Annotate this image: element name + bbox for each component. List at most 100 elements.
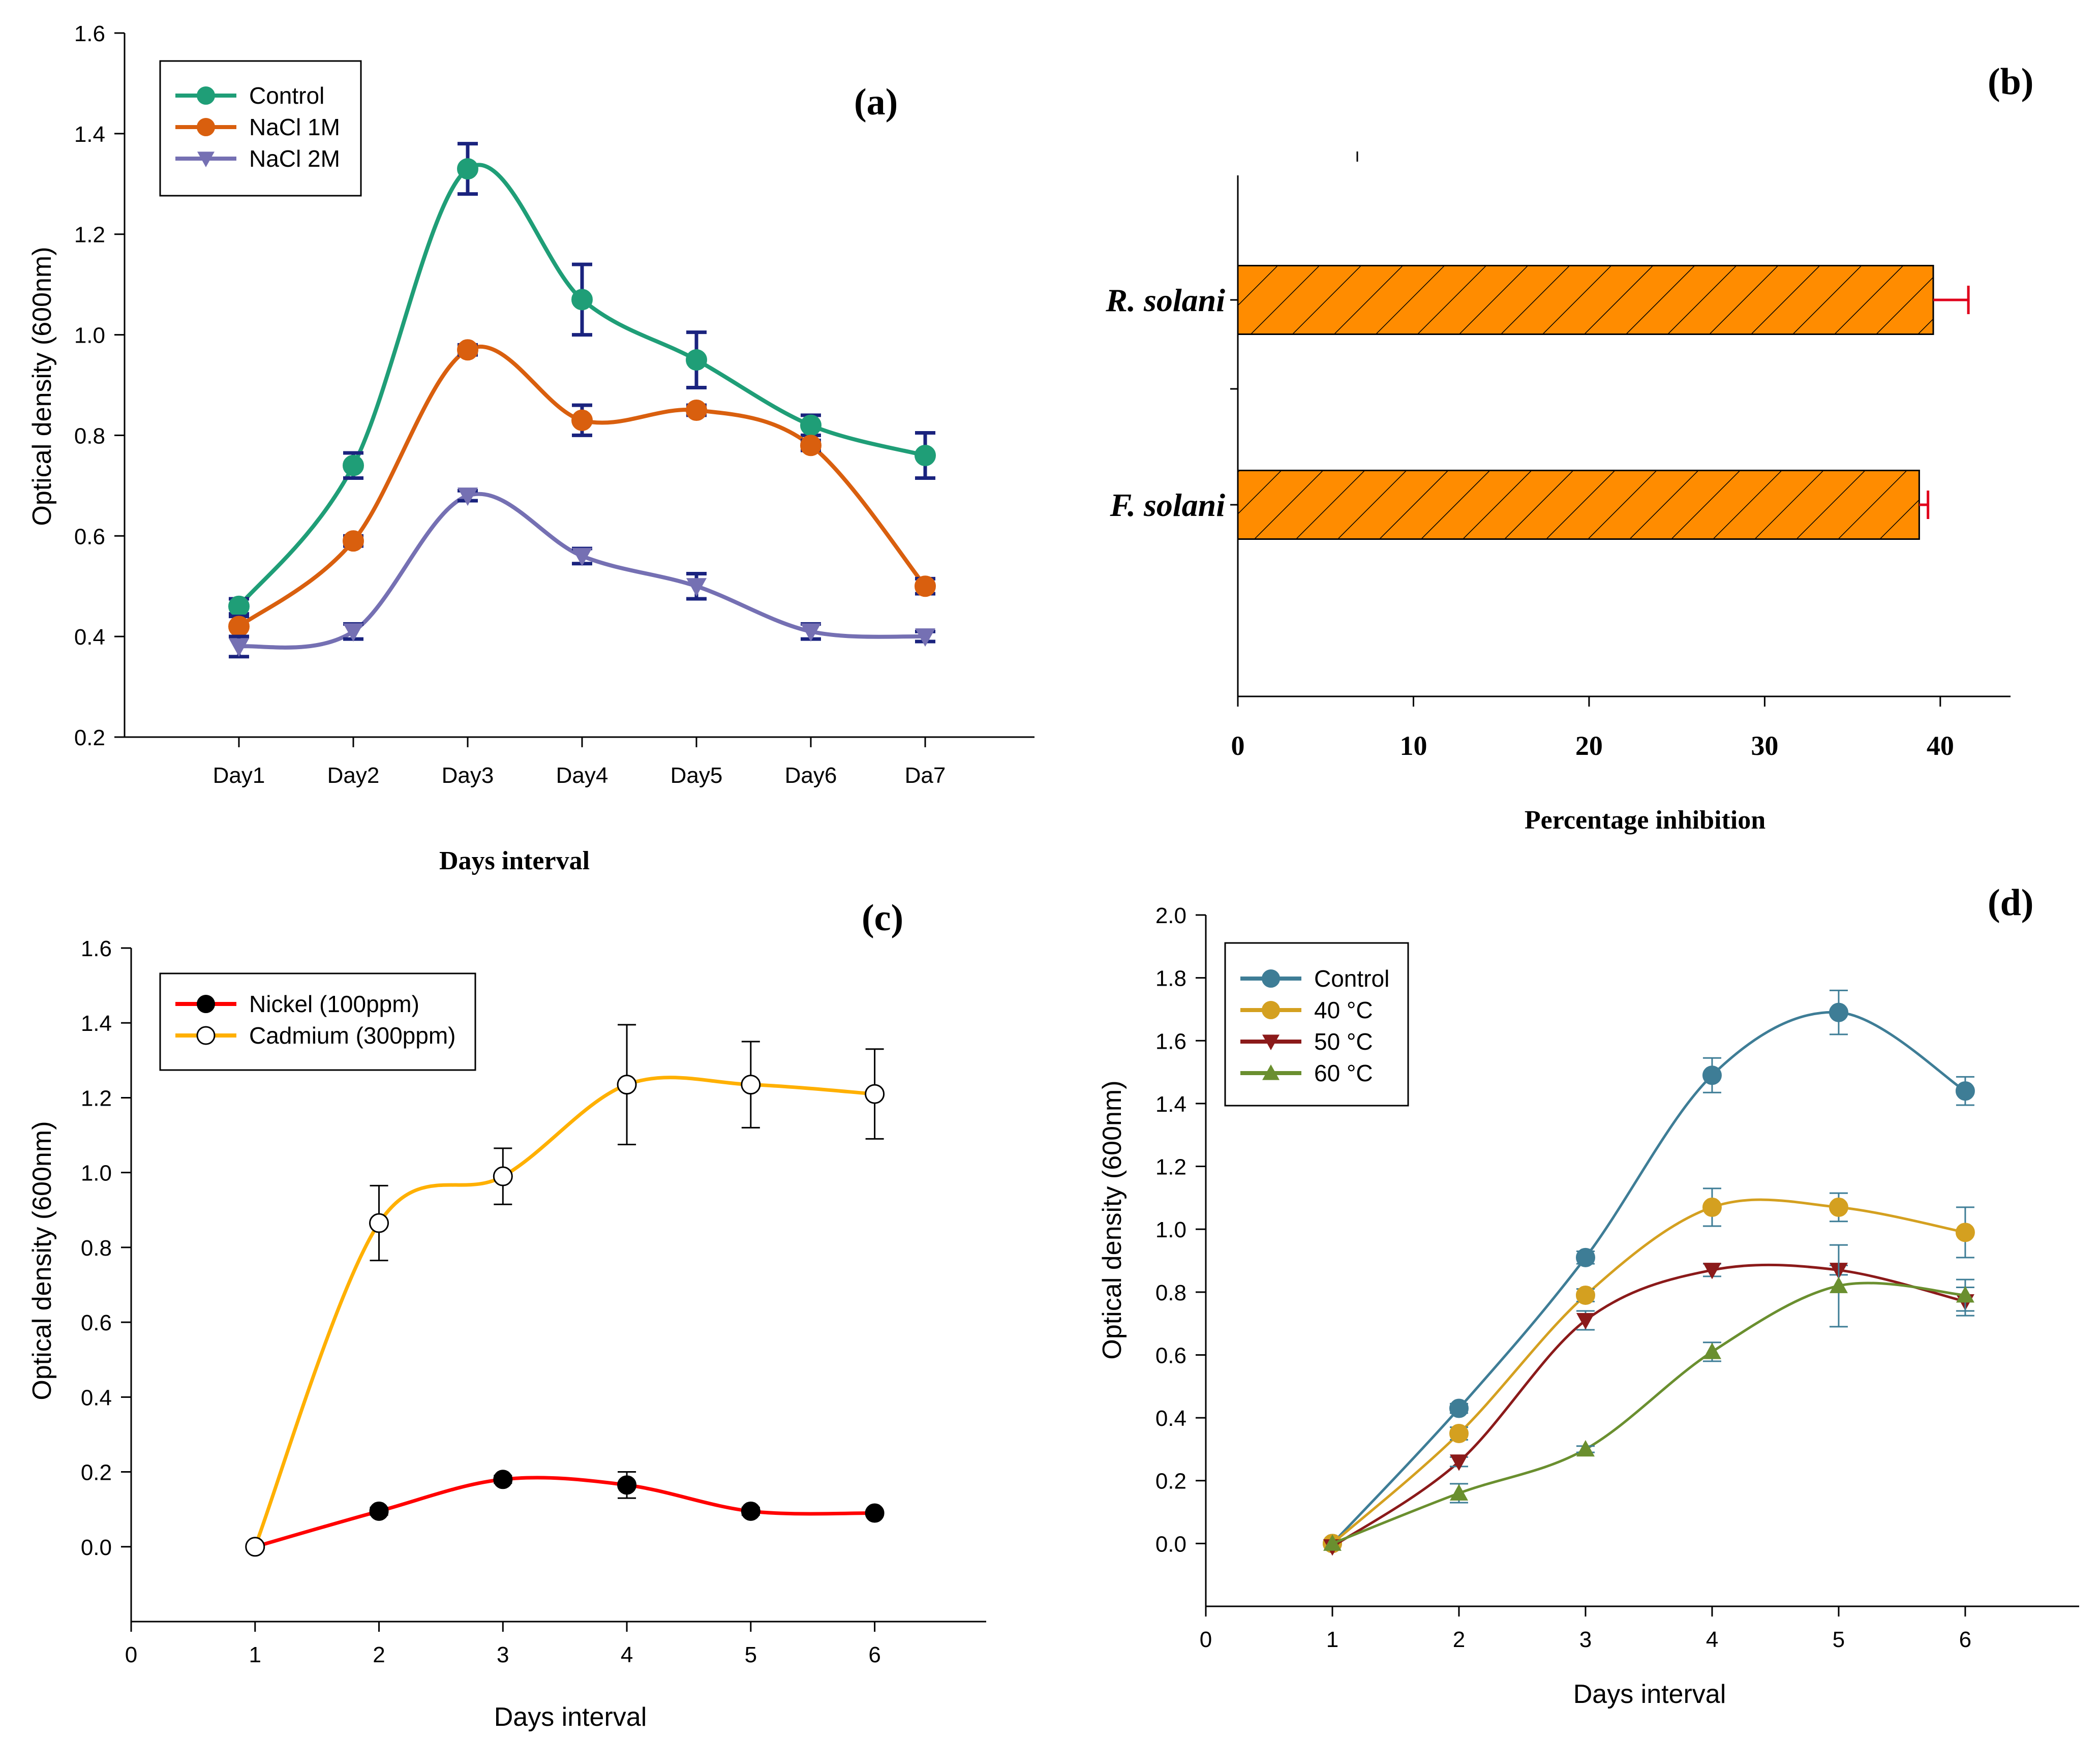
data-point bbox=[1575, 1286, 1595, 1305]
data-point bbox=[686, 349, 707, 371]
data-point bbox=[1575, 1247, 1595, 1267]
x-tick-label: 30 bbox=[1751, 730, 1778, 761]
legend-label-0: Control bbox=[1314, 965, 1389, 992]
data-point bbox=[572, 547, 592, 566]
data-point bbox=[493, 1166, 513, 1186]
legend-marker-0 bbox=[197, 995, 215, 1013]
data-point bbox=[1702, 1197, 1722, 1217]
data-point bbox=[571, 409, 593, 431]
y-tick-label: 0.0 bbox=[81, 1535, 112, 1560]
panel-c-xlabel: Days interval bbox=[494, 1702, 647, 1732]
legend-label-2: NaCl 2M bbox=[249, 145, 340, 172]
data-point bbox=[1956, 1286, 1974, 1303]
y-tick-label: 0.6 bbox=[1155, 1343, 1186, 1368]
data-point bbox=[343, 530, 364, 552]
data-point bbox=[800, 435, 821, 456]
x-tick-label: Day4 bbox=[556, 763, 608, 788]
x-tick-label: 3 bbox=[1579, 1627, 1592, 1652]
data-point bbox=[457, 339, 478, 361]
data-point bbox=[1449, 1484, 1468, 1501]
series-line-2 bbox=[1331, 1263, 1966, 1548]
series-line-1 bbox=[253, 1076, 875, 1548]
x-tick-label: 4 bbox=[1706, 1627, 1718, 1652]
x-tick-label: Day3 bbox=[442, 763, 494, 788]
legend-label-3: 60 °C bbox=[1314, 1060, 1373, 1086]
y-tick-label: 1.0 bbox=[74, 323, 105, 348]
panel-a-chart: (a) Days interval Optical density (600nm… bbox=[27, 21, 1034, 875]
x-tick-label: Day6 bbox=[785, 763, 837, 788]
data-point bbox=[686, 578, 707, 597]
legend-label-0: Nickel (100ppm) bbox=[249, 991, 419, 1017]
data-point bbox=[1829, 1197, 1848, 1217]
data-point bbox=[915, 575, 936, 597]
legend-marker-0 bbox=[1262, 969, 1280, 988]
legend-label-1: 40 °C bbox=[1314, 997, 1373, 1023]
data-point bbox=[1702, 1065, 1722, 1085]
data-point bbox=[1576, 1313, 1595, 1330]
x-tick-label: 1 bbox=[1326, 1627, 1338, 1652]
legend-marker-1 bbox=[196, 1026, 216, 1045]
data-point bbox=[1449, 1454, 1468, 1471]
x-tick-label: 0 bbox=[125, 1642, 137, 1667]
x-tick-label: 3 bbox=[497, 1642, 509, 1667]
y-tick-label: 0.6 bbox=[74, 524, 105, 549]
series-line-0 bbox=[254, 1476, 875, 1549]
x-tick-label: Day1 bbox=[213, 763, 265, 788]
x-tick-label: 4 bbox=[621, 1642, 633, 1667]
y-category-label: R. solani bbox=[1105, 282, 1225, 318]
y-tick-label: 0.2 bbox=[74, 725, 105, 750]
y-tick-label: 0.8 bbox=[1155, 1280, 1186, 1305]
y-tick-label: 1.2 bbox=[1155, 1155, 1186, 1180]
data-point bbox=[741, 1075, 761, 1095]
panel-a-xlabel: Days interval bbox=[439, 846, 590, 875]
data-point bbox=[915, 445, 936, 466]
data-point bbox=[228, 595, 250, 617]
data-point bbox=[369, 1501, 389, 1521]
panel-d-xlabel: Days interval bbox=[1573, 1680, 1726, 1709]
x-tick-label: 40 bbox=[1927, 730, 1954, 761]
y-tick-label: 1.4 bbox=[1155, 1092, 1186, 1117]
y-tick-label: 0.8 bbox=[81, 1236, 112, 1261]
y-tick-label: 0.8 bbox=[74, 423, 105, 448]
data-point bbox=[343, 454, 364, 476]
panel-b-chart: (b) Percentage inhibition 0 10 20 30 40 R. so… bbox=[1105, 61, 2033, 835]
data-point bbox=[741, 1501, 760, 1521]
data-point bbox=[343, 623, 363, 642]
y-category-label: F. solani bbox=[1110, 487, 1226, 523]
data-point bbox=[617, 1075, 637, 1095]
panel-c-label: (c) bbox=[862, 897, 903, 939]
panel-d-label: (d) bbox=[1988, 882, 2033, 924]
y-tick-label: 1.2 bbox=[74, 223, 105, 248]
panel-b-xlabel: Percentage inhibition bbox=[1525, 806, 1766, 835]
panel-a-label: (a) bbox=[854, 81, 898, 123]
data-point bbox=[229, 638, 249, 657]
y-tick-label: 1.0 bbox=[81, 1161, 112, 1186]
legend-label-2: 50 °C bbox=[1314, 1028, 1373, 1055]
data-point bbox=[1576, 1440, 1595, 1457]
panel-c-ylabel: Optical density (600nm) bbox=[27, 1121, 57, 1400]
y-tick-label: 0.4 bbox=[74, 625, 105, 650]
data-point bbox=[458, 487, 478, 506]
data-point bbox=[245, 1537, 265, 1557]
bar bbox=[1237, 470, 1920, 540]
data-point bbox=[800, 414, 821, 436]
data-point bbox=[1449, 1424, 1469, 1443]
series-line-1 bbox=[1331, 1198, 1966, 1545]
data-point bbox=[493, 1470, 513, 1489]
x-tick-label: 5 bbox=[745, 1642, 757, 1667]
data-point bbox=[617, 1475, 637, 1495]
x-tick-label: 5 bbox=[1833, 1627, 1845, 1652]
series-line-2 bbox=[238, 492, 926, 650]
x-tick-label: 20 bbox=[1575, 730, 1603, 761]
x-tick-label: Da7 bbox=[905, 763, 946, 788]
legend-marker-2 bbox=[1262, 1034, 1280, 1050]
data-point bbox=[865, 1084, 885, 1104]
data-point bbox=[457, 158, 478, 180]
panel-d-ylabel: Optical density (600nm) bbox=[1098, 1080, 1127, 1359]
y-tick-label: 1.6 bbox=[81, 936, 112, 961]
data-point bbox=[571, 289, 593, 311]
y-tick-label: 2.0 bbox=[1155, 903, 1186, 928]
data-point bbox=[1323, 1534, 1342, 1551]
y-tick-label: 0.2 bbox=[1155, 1469, 1186, 1494]
